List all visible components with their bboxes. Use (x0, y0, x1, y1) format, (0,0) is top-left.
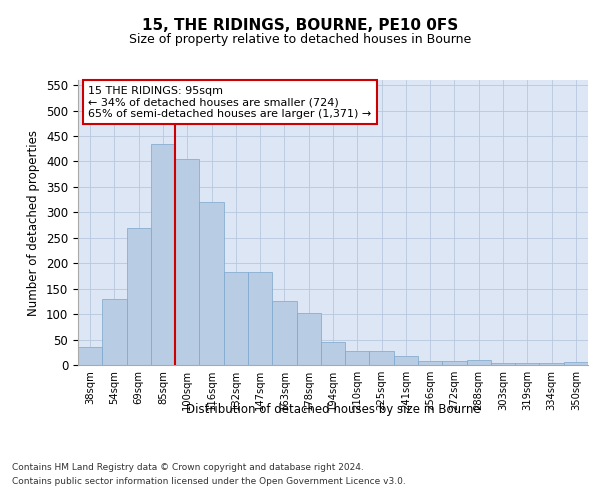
Bar (296, 312, 321, 365)
Text: 15, THE RIDINGS, BOURNE, PE10 0FS: 15, THE RIDINGS, BOURNE, PE10 0FS (142, 18, 458, 32)
Bar (224, 272, 248, 365)
Bar (515, 363, 539, 365)
Bar (175, 159, 199, 365)
Bar (272, 302, 296, 365)
Bar (199, 202, 224, 365)
Text: Contains HM Land Registry data © Crown copyright and database right 2024.: Contains HM Land Registry data © Crown c… (12, 462, 364, 471)
Bar (394, 356, 418, 365)
Text: Distribution of detached houses by size in Bourne: Distribution of detached houses by size … (185, 402, 481, 415)
Bar (345, 351, 370, 365)
Text: Contains public sector information licensed under the Open Government Licence v3: Contains public sector information licen… (12, 478, 406, 486)
Bar (370, 351, 394, 365)
Bar (491, 364, 515, 365)
Y-axis label: Number of detached properties: Number of detached properties (28, 130, 40, 316)
Bar (418, 362, 442, 365)
Text: Size of property relative to detached houses in Bourne: Size of property relative to detached ho… (129, 32, 471, 46)
Bar (321, 342, 345, 365)
Bar (102, 299, 127, 365)
Bar (564, 362, 588, 365)
Bar (248, 272, 272, 365)
Text: 15 THE RIDINGS: 95sqm
← 34% of detached houses are smaller (724)
65% of semi-det: 15 THE RIDINGS: 95sqm ← 34% of detached … (88, 86, 371, 119)
Bar (539, 363, 564, 365)
Bar (78, 347, 102, 365)
Bar (127, 228, 151, 365)
Bar (467, 360, 491, 365)
Bar (442, 362, 467, 365)
Bar (151, 144, 175, 365)
